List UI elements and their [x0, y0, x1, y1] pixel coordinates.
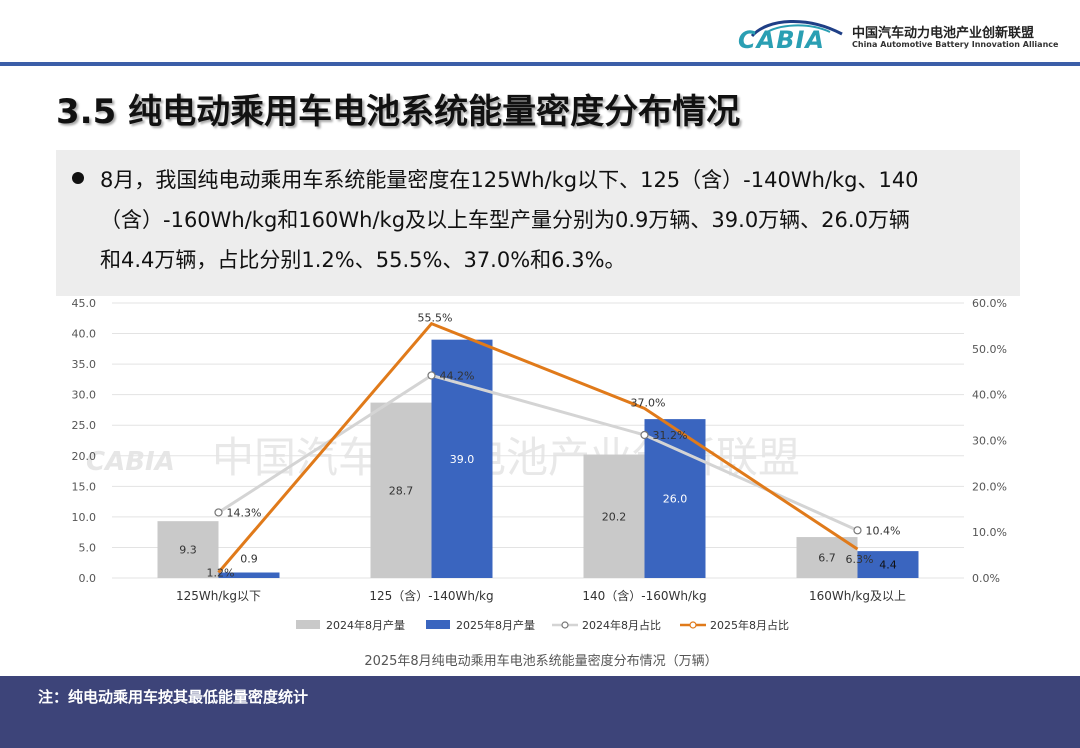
- point-2024-share: [427, 371, 436, 380]
- summary-line: 8月，我国纯电动乘用车系统能量密度在125Wh/kg以下、125（含）-140W…: [100, 168, 919, 192]
- bar-2025-label: 4.4: [879, 559, 897, 572]
- legend-swatch: [296, 620, 320, 629]
- share-2024-label: 44.2%: [440, 369, 475, 382]
- legend-marker: [561, 621, 569, 629]
- y2-tick-label: 40.0%: [972, 389, 1007, 402]
- bar-2024-label: 6.7: [818, 552, 836, 565]
- bar-2025: [218, 572, 280, 578]
- y2-tick-label: 60.0%: [972, 297, 1007, 310]
- bar-2025-label: 26.0: [663, 493, 688, 506]
- summary-line: （含）-160Wh/kg和160Wh/kg及以上车型产量分别为0.9万辆、39.…: [100, 208, 910, 232]
- y-tick-label: 5.0: [79, 541, 97, 554]
- y-tick-label: 30.0: [72, 389, 97, 402]
- summary-line: 和4.4万辆，占比分别1.2%、55.5%、37.0%和6.3%。: [100, 248, 626, 272]
- bar-2024: [370, 402, 432, 578]
- share-2024-label: 31.2%: [653, 429, 688, 442]
- watermark-logo: CABIA: [86, 447, 175, 477]
- y-tick-label: 25.0: [72, 419, 97, 432]
- bullet-dot-icon: [72, 172, 84, 184]
- y-tick-label: 45.0: [72, 297, 97, 310]
- watermark-text: 中国汽车动力电池产业创新联盟: [212, 433, 800, 482]
- x-tick-label: 160Wh/kg及以上: [809, 589, 906, 603]
- legend-label: 2025年8月占比: [710, 618, 789, 632]
- y-tick-label: 40.0: [72, 328, 97, 341]
- summary-box: [56, 150, 1020, 296]
- bar-2025: [644, 419, 706, 578]
- share-2024-label: 10.4%: [866, 524, 901, 537]
- x-tick-label: 125（含）-140Wh/kg: [369, 588, 493, 603]
- point-2024-share: [214, 508, 223, 517]
- y-tick-label: 20.0: [72, 450, 97, 463]
- y2-tick-label: 10.0%: [972, 526, 1007, 539]
- series-2025-share-line: [217, 321, 859, 574]
- y2-tick-label: 30.0%: [972, 435, 1007, 448]
- share-2024-label: 14.3%: [227, 506, 262, 519]
- series-2024-share-line: [217, 373, 859, 532]
- x-tick-label: 140（含）-160Wh/kg: [582, 588, 706, 603]
- y-tick-label: 35.0: [72, 358, 97, 371]
- bar-2025: [857, 551, 919, 578]
- page-title: 3.5 纯电动乘用车电池系统能量密度分布情况: [56, 92, 741, 132]
- legend-label: 2024年8月产量: [326, 618, 405, 632]
- energy-density-chart: CABIA 中国汽车动力电池产业创新联盟 0.0 5.0 10.0 15.0 20.0 25.…: [56, 292, 1026, 676]
- chart-title: 2025年8月纯电动乘用车电池系统能量密度分布情况（万辆）: [364, 653, 717, 669]
- legend-label: 2025年8月产量: [456, 618, 535, 632]
- share-2025-label: 55.5%: [418, 312, 453, 325]
- point-2024-share: [853, 526, 862, 535]
- bar-2024: [157, 521, 219, 578]
- bar-2024-label: 28.7: [389, 484, 414, 497]
- footnote: 注：纯电动乘用车按其最低能量密度统计: [38, 688, 309, 706]
- share-2025-label: 37.0%: [631, 396, 666, 409]
- bar-2024: [583, 454, 645, 578]
- share-2025-label: 6.3%: [846, 553, 874, 566]
- logo-en-name: China Automotive Battery Innovation Alli…: [852, 40, 1059, 49]
- car-logo-icon: [750, 19, 843, 38]
- logo-cn-name: 中国汽车动力电池产业创新联盟: [852, 26, 1035, 41]
- share-2025-label: 1.2%: [207, 567, 235, 580]
- bar-2024-label: 20.2: [602, 510, 627, 523]
- bar-2025-label: 39.0: [450, 453, 475, 466]
- cabia-logo: CABIA 中国汽车动力电池产业创新联盟 China Automotive Ba…: [738, 14, 1078, 58]
- y-tick-label: 10.0: [72, 511, 97, 524]
- bar-2025-label: 0.9: [240, 553, 258, 566]
- legend-marker: [689, 621, 697, 629]
- chart-svg: CABIA 中国汽车动力电池产业创新联盟 0.0 5.0 10.0 15.0 20.0 25.…: [72, 297, 1007, 669]
- x-tick-label: 125Wh/kg以下: [176, 589, 261, 603]
- legend-swatch: [426, 620, 450, 629]
- y-tick-label: 15.0: [72, 480, 97, 493]
- bar-2024-label: 9.3: [179, 544, 197, 557]
- y2-tick-label: 0.0%: [972, 572, 1000, 585]
- y-tick-label: 0.0: [79, 572, 97, 585]
- point-2024-share: [640, 430, 649, 440]
- y2-tick-label: 20.0%: [972, 480, 1007, 493]
- summary-paragraph: 8月，我国纯电动乘用车系统能量密度在125Wh/kg以下、125（含）-140W…: [100, 160, 1016, 280]
- footer-bar: [0, 676, 1080, 748]
- y2-tick-label: 50.0%: [972, 343, 1007, 356]
- logo-word: CABIA: [738, 26, 825, 54]
- header-bar: [0, 62, 1080, 66]
- legend-label: 2024年8月占比: [582, 618, 661, 632]
